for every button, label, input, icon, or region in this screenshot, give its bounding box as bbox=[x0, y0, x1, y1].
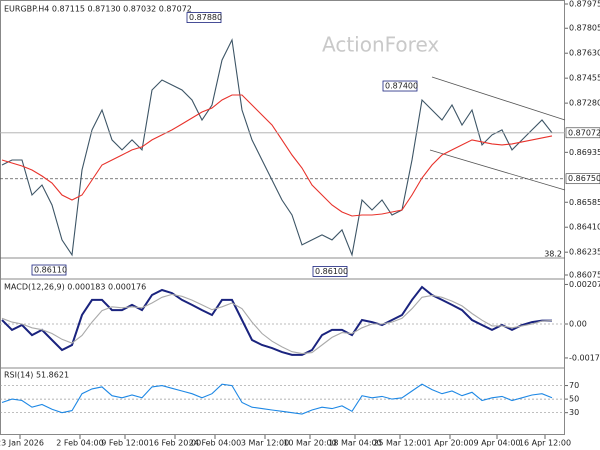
series-line bbox=[1, 38, 553, 257]
y-tick-label: 0.86410 bbox=[569, 223, 600, 232]
callout-box bbox=[312, 266, 348, 277]
callout-box bbox=[31, 264, 67, 276]
last-price-box bbox=[565, 127, 600, 139]
x-tick-label: 2 Feb 04:00 bbox=[56, 439, 103, 448]
channel-line bbox=[429, 149, 566, 191]
y-tick-label: 0.87805 bbox=[569, 24, 600, 33]
callout-box bbox=[186, 12, 222, 23]
x-tick-label: 9 Feb 12:00 bbox=[101, 439, 148, 448]
y-tick-label: 0.87455 bbox=[569, 74, 600, 83]
y-tick-label: 0.002072 bbox=[569, 280, 600, 289]
y-tick-label: 50 bbox=[569, 395, 579, 404]
callout-box bbox=[382, 80, 418, 92]
x-tick-label: 24 Feb 04:00 bbox=[189, 439, 241, 448]
rsi-title: RSI(14) 51.8621 bbox=[4, 371, 69, 380]
callout-label: 0.86110 bbox=[34, 266, 67, 275]
y-tick-label: 0.00 bbox=[569, 320, 587, 329]
macd-title: MACD(12,26,9) 0.000183 0.000176 bbox=[4, 283, 146, 292]
x-tick-label: 1 Apr 20:00 bbox=[426, 439, 473, 448]
y-tick-label: -0.001778 bbox=[569, 353, 600, 362]
x-tick-label: 25 Mar 12:00 bbox=[373, 439, 426, 448]
x-tick-label: 3 Mar 12:00 bbox=[241, 439, 289, 448]
y-tick-label: 0.87630 bbox=[569, 49, 600, 58]
y-tick-label: 0.86075 bbox=[569, 271, 600, 280]
x-tick-label: 9 Apr 04:00 bbox=[473, 439, 520, 448]
level-label: 0.86750 bbox=[568, 174, 600, 183]
watermark: ActionForex bbox=[322, 33, 439, 57]
channel-line bbox=[431, 76, 566, 121]
level-box bbox=[565, 173, 600, 185]
frame bbox=[0, 0, 565, 435]
series-line bbox=[1, 383, 553, 415]
series-line bbox=[1, 293, 553, 355]
y-tick-label: 0.86935 bbox=[569, 148, 600, 157]
callout-label: 0.86100 bbox=[315, 267, 348, 276]
callout-label: 0.87880 bbox=[189, 13, 222, 22]
last-price-label: 0.87072 bbox=[568, 128, 600, 137]
x-tick-label: 23 Jan 2026 bbox=[0, 439, 44, 448]
chart-title: EURGBP.H4 0.87115 0.87130 0.87032 0.8707… bbox=[4, 5, 192, 14]
y-tick-label: 30 bbox=[569, 408, 579, 417]
x-tick-label: 16 Feb 20:00 bbox=[149, 439, 201, 448]
x-tick-label: 10 Mar 20:00 bbox=[283, 439, 336, 448]
y-tick-label: 0.86585 bbox=[569, 198, 600, 207]
x-tick-label: 18 Mar 04:00 bbox=[328, 439, 381, 448]
series-line bbox=[1, 285, 552, 356]
callout-label: 0.87400 bbox=[385, 82, 418, 91]
y-tick-label: 0.87975 bbox=[569, 0, 600, 9]
y-tick-label: 0.86235 bbox=[569, 248, 600, 257]
fib-label: 38.2 bbox=[544, 250, 562, 259]
x-tick-label: 16 Apr 12:00 bbox=[519, 439, 571, 448]
y-tick-label: 70 bbox=[569, 381, 579, 390]
y-tick-label: 0.87280 bbox=[569, 99, 600, 108]
